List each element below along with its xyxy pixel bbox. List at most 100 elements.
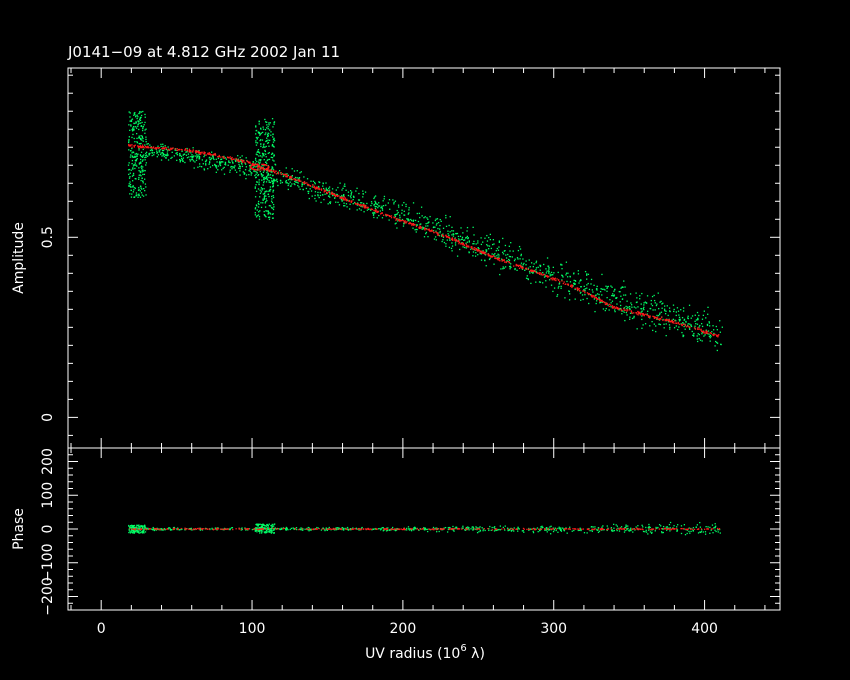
amp-data-point <box>462 232 464 234</box>
amp-data-point <box>443 241 446 244</box>
phase-data-point <box>326 529 328 531</box>
amp-data-point <box>257 200 260 203</box>
amp-model-point <box>411 224 413 226</box>
amp-data-point <box>239 166 241 168</box>
amp-data-point <box>266 159 268 162</box>
phase-model-point <box>465 527 467 530</box>
phase-data-point <box>479 526 481 528</box>
amp-data-point <box>317 185 320 188</box>
amp-data-point <box>708 335 710 337</box>
amp-model-point <box>531 269 533 271</box>
y-tick-label-phase: 100 <box>40 482 56 509</box>
amp-data-point <box>198 153 200 156</box>
x-tick-label: 400 <box>691 621 718 637</box>
phase-data-point <box>132 524 135 527</box>
amp-model-point <box>538 272 540 274</box>
y-tick-label-phase: −100 <box>40 544 56 582</box>
amp-data-point <box>441 240 443 243</box>
amp-data-point <box>403 223 405 225</box>
phase-data-point <box>377 528 380 530</box>
phase-model-point <box>503 528 506 530</box>
phase-data-point <box>346 526 349 529</box>
amp-data-point <box>133 189 135 191</box>
amp-model-point <box>703 330 705 333</box>
y-tick-label-amplitude: 0.5 <box>40 226 56 248</box>
amp-model-point <box>139 146 141 148</box>
amp-model-point <box>129 145 131 147</box>
amp-data-point <box>272 133 274 135</box>
amp-data-point <box>349 208 351 210</box>
amp-data-point <box>433 226 435 228</box>
amp-model-point <box>256 163 258 166</box>
amp-data-point <box>203 155 205 158</box>
amp-model-point <box>532 270 535 272</box>
amp-data-point <box>583 288 585 291</box>
amp-data-point <box>560 263 562 265</box>
phase-model-point <box>260 528 262 530</box>
phase-model-point <box>591 528 593 530</box>
amp-model-point <box>605 303 607 306</box>
amp-data-point <box>587 273 590 276</box>
phase-model-point <box>672 528 674 530</box>
amp-data-point <box>142 180 144 183</box>
phase-model-point <box>384 528 386 530</box>
amp-data-point <box>657 292 659 294</box>
amp-data-point <box>436 218 439 220</box>
phase-data-point <box>266 531 268 533</box>
phase-data-point <box>484 529 486 532</box>
amp-data-point <box>255 171 258 173</box>
amp-data-point <box>415 231 417 233</box>
amp-data-point <box>402 225 405 227</box>
amp-data-point <box>275 179 277 181</box>
amp-data-point <box>485 249 488 251</box>
phase-data-point <box>623 531 626 533</box>
amp-data-point <box>265 181 268 183</box>
amp-data-point <box>131 175 134 177</box>
amp-model-point <box>285 175 287 178</box>
amp-data-point <box>158 151 161 153</box>
amp-data-point <box>510 242 512 244</box>
amp-model-point <box>617 308 619 310</box>
amp-data-point <box>395 222 397 224</box>
phase-data-point <box>647 527 649 529</box>
phase-model-point <box>607 528 610 530</box>
amp-data-point <box>132 167 134 169</box>
amp-data-point <box>614 288 616 291</box>
phase-model-point <box>155 528 157 530</box>
amp-model-point <box>150 146 153 148</box>
amp-data-point <box>695 323 697 325</box>
phase-data-point <box>688 527 690 529</box>
amp-model-point <box>333 194 336 196</box>
amp-data-point <box>258 218 261 220</box>
amp-data-point <box>274 180 276 182</box>
amp-data-point <box>271 195 273 198</box>
phase-model-point <box>410 528 412 530</box>
amp-data-point <box>279 182 282 184</box>
amp-data-point <box>264 128 267 131</box>
amp-data-point <box>375 203 378 205</box>
amp-data-point <box>285 181 287 183</box>
amp-data-point <box>428 221 430 223</box>
amp-model-point <box>162 147 164 149</box>
phase-data-point <box>677 524 679 526</box>
phase-model-point <box>451 528 454 530</box>
amp-data-point <box>142 169 144 171</box>
amp-model-point <box>610 304 612 306</box>
amp-data-point <box>302 188 304 191</box>
amp-model-point <box>554 279 556 281</box>
amp-data-point <box>470 248 472 250</box>
amp-data-point <box>191 157 193 159</box>
phase-data-point <box>511 529 514 531</box>
phase-data-point <box>160 528 162 530</box>
amp-data-point <box>380 207 382 209</box>
amp-data-point <box>379 210 381 212</box>
phase-data-point <box>635 526 637 528</box>
amp-data-point <box>129 181 131 183</box>
amp-data-point <box>254 186 256 188</box>
phase-model-point <box>194 528 197 530</box>
phase-model-point <box>177 528 179 530</box>
phase-model-point <box>306 528 308 530</box>
amp-model-point <box>454 239 456 242</box>
phase-data-point <box>700 531 703 533</box>
phase-model-point <box>511 528 514 530</box>
